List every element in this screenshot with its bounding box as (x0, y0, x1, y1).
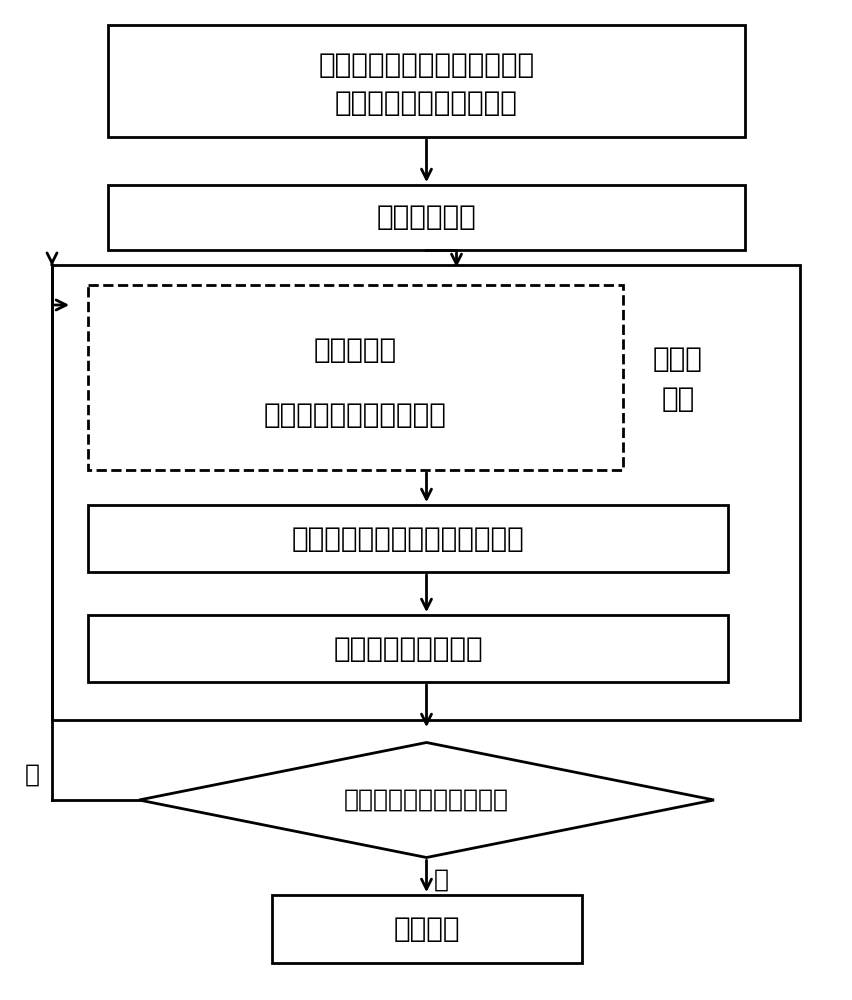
Text: 增加虚拟支路，形成扩展网络: 增加虚拟支路，形成扩展网络 (318, 51, 534, 79)
Text: 否: 否 (25, 763, 39, 787)
Polygon shape (88, 615, 727, 682)
Polygon shape (88, 285, 622, 470)
Text: 生成初始种群: 生成初始种群 (377, 204, 475, 232)
Text: 输出结果: 输出结果 (394, 915, 460, 943)
Polygon shape (272, 895, 581, 963)
Text: 满足遗传算法终止条件？: 满足遗传算法终止条件？ (343, 788, 509, 812)
Text: 修正不可行拓扑结构: 修正不可行拓扑结构 (333, 635, 482, 662)
Polygon shape (108, 185, 744, 250)
Text: 应度: 应度 (660, 385, 694, 414)
Text: 计算适: 计算适 (653, 346, 702, 373)
Text: 遗传算子（选择、交叉、变异）: 遗传算子（选择、交叉、变异） (291, 524, 524, 552)
Polygon shape (52, 265, 799, 720)
Polygon shape (139, 742, 713, 857)
Text: （协调两种切负荷方式）: （协调两种切负荷方式） (264, 400, 446, 428)
Text: （同步优化主网和孤岛）: （同步优化主网和孤岛） (335, 89, 517, 117)
Polygon shape (88, 505, 727, 572)
Text: 是: 是 (434, 867, 448, 892)
Polygon shape (108, 25, 744, 137)
Text: 切负荷算子: 切负荷算子 (314, 336, 396, 364)
